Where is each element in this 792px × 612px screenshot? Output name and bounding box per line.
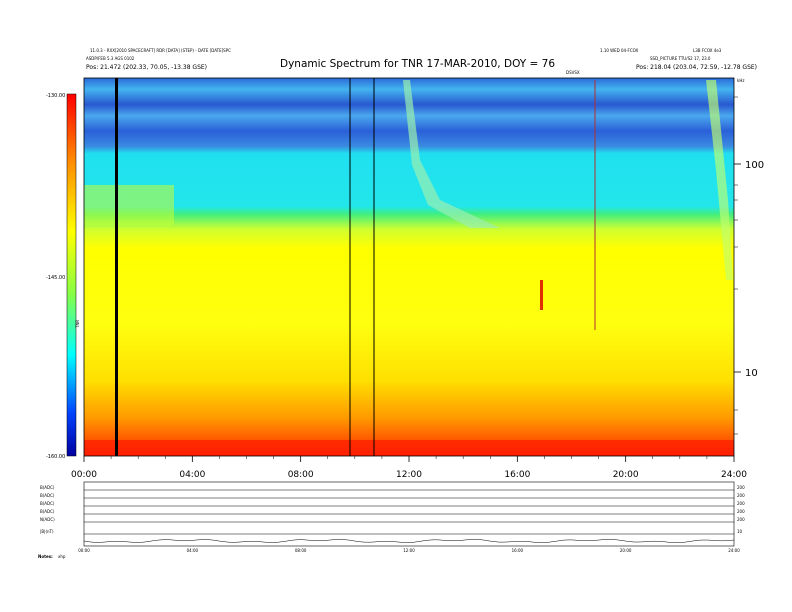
y-tick-100: 100 — [745, 160, 764, 171]
spectrogram — [84, 78, 734, 456]
x-axis: 00:00 04:00 08:00 12:00 16:00 20:00 24:00 — [71, 456, 747, 480]
lower-panel-right-tick: 200 — [737, 493, 745, 498]
lower-x-tick-label: 20:00 — [620, 548, 632, 553]
colorbar-tick-bottom: -160.00 — [46, 454, 65, 460]
spectrogram-background — [84, 78, 734, 456]
lower-panel-right-tick: 200 — [737, 501, 745, 506]
x-tick-label: 24:00 — [721, 470, 747, 480]
footer-code: xhp — [58, 554, 66, 559]
lower-panels: B(ADC) 200 B(ADC) 200 B(ADC) 200 B(ADC) 200 N(AD… — [40, 481, 745, 553]
lower-panel-right-tick: 200 — [737, 509, 745, 514]
header-right-line1: 1.10 WED 04-FCOX — [600, 48, 639, 53]
y-unit-label: kHz — [737, 78, 744, 83]
lower-x-tick-label: 08:00 — [295, 548, 307, 553]
footer-notes: Notes: — [38, 554, 53, 559]
lower-x-tick-label: 00:00 — [78, 548, 90, 553]
lower-panel-label: N(ADC) — [40, 517, 55, 522]
x-tick-label: 16:00 — [504, 470, 530, 480]
x-tick-label: 08:00 — [288, 470, 314, 480]
lower-x-tick-label: 04:00 — [187, 548, 199, 553]
gap-line-1 — [115, 78, 118, 456]
y-tick-10: 10 — [745, 368, 758, 379]
lower-x-tick-label: 16:00 — [512, 548, 524, 553]
header-right-line4: Pos: 218.04 (203.04, 72.59, -12.78 GSE) — [636, 64, 758, 71]
radio-burst — [403, 80, 500, 228]
lower-panel-label: B(ADC) — [40, 485, 55, 490]
header-left-line1: 11.0.3 - RXX[2010 SPACECRAFT] RDR [DATA]… — [90, 48, 231, 53]
right-edge-emission — [706, 80, 733, 280]
right-y-axis: 100 10 kHz — [734, 78, 764, 435]
header-mid-tag: DSVSX — [566, 70, 580, 75]
low-band-strip — [84, 440, 734, 456]
header-left-line3: Pos: 21.472 (202.33, 70.05, -13.38 GSE) — [86, 64, 208, 71]
spike-17h — [540, 280, 543, 310]
header-right-line2: L3B FCOX 4e3 — [693, 48, 722, 53]
x-tick-label: 00:00 — [71, 470, 97, 480]
x-tick-label: 20:00 — [613, 470, 639, 480]
lower-x-tick-label: 24:00 — [728, 548, 740, 553]
lower-panel-right-tick: 200 — [737, 517, 745, 522]
lower-panel-label: B(ADC) — [40, 501, 55, 506]
lower-x-tick-label: 12:00 — [403, 548, 415, 553]
x-tick-label: 12:00 — [396, 470, 422, 480]
lower-panel-label: |B|(nT) — [40, 529, 54, 534]
green-transition-left — [84, 185, 174, 225]
lower-panel-right-tick: 10 — [737, 529, 743, 534]
colorbar — [66, 93, 77, 457]
header-right-line3: SSD_PICTURE TTU/S2 17, 23.0 — [650, 56, 711, 61]
lower-panel-bfield-trace — [83, 539, 735, 543]
colorbar-tick-top: -130.00 — [46, 93, 65, 99]
lower-panel-label: B(ADC) — [40, 493, 55, 498]
x-tick-label: 04:00 — [179, 470, 205, 480]
lower-panel-right-tick: 200 — [737, 485, 745, 490]
chart-title: Dynamic Spectrum for TNR 17-MAR-2010, DO… — [280, 58, 556, 70]
colorbar-label: TNR — [75, 320, 80, 329]
lower-panel-label: B(ADC) — [40, 509, 55, 514]
header-left-line2: ASDP/FEB 5.3 AGS 0102 — [86, 56, 135, 61]
colorbar-tick-mid: -145.00 — [46, 275, 65, 281]
